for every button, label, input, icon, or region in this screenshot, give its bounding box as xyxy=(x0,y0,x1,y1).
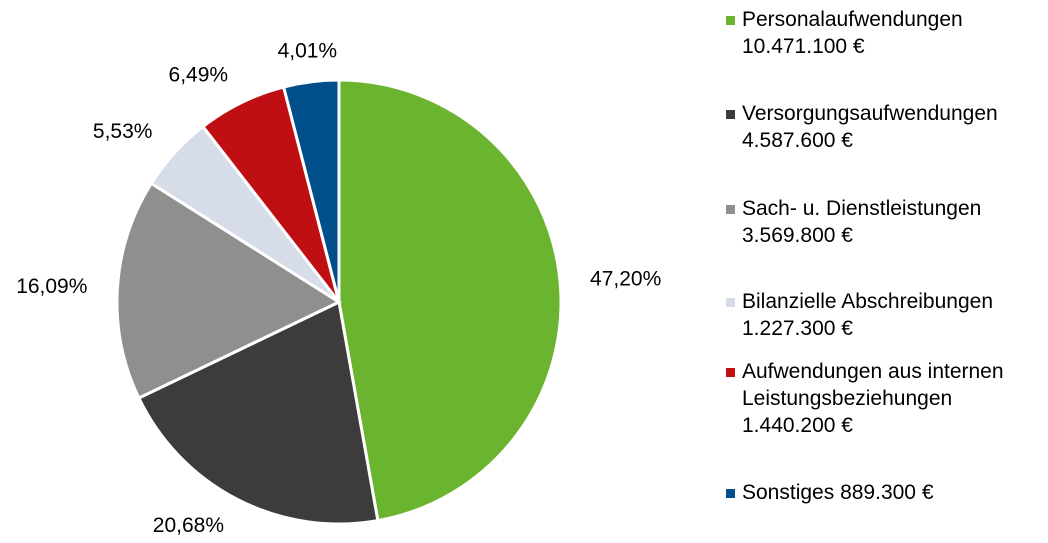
legend-label: Aufwendungen aus internen Leistungsbezie… xyxy=(742,360,1004,410)
legend-entry: Aufwendungen aus internen Leistungsbezie… xyxy=(726,358,1048,439)
legend-entry: Bilanzielle Abschreibungen 1.227.300 € xyxy=(726,288,1048,342)
legend-amount: 1.440.200 € xyxy=(742,414,853,437)
legend-swatch xyxy=(726,205,735,214)
data-label: 4,01% xyxy=(278,40,338,63)
legend-swatch xyxy=(726,298,735,307)
legend-entry: Personalaufwendungen 10.471.100 € xyxy=(726,6,1048,60)
legend-swatch xyxy=(726,368,735,377)
legend-swatch xyxy=(726,110,735,119)
legend-swatch xyxy=(726,16,735,25)
pie-slice xyxy=(115,181,343,401)
legend-amount: 1.227.300 € xyxy=(742,317,853,340)
legend-entry: Sach- u. Dienstleistungen 3.569.800 € xyxy=(726,195,1048,249)
legend-label: Sonstiges xyxy=(742,481,835,504)
legend-label: Versorgungsaufwendungen xyxy=(742,102,998,125)
pie-slice xyxy=(337,78,563,523)
legend-amount: 10.471.100 € xyxy=(742,35,865,58)
legend-amount: 3.569.800 € xyxy=(742,224,853,247)
legend-swatch xyxy=(726,489,735,498)
data-label: 16,09% xyxy=(16,275,87,298)
legend-label: Personalaufwendungen xyxy=(742,8,963,31)
legend-amount: 4.587.600 € xyxy=(742,129,853,152)
legend-amount: 889.300 € xyxy=(840,481,934,504)
data-label: 5,53% xyxy=(93,120,153,143)
pie-slice xyxy=(136,299,380,526)
pie-slice xyxy=(281,78,341,303)
legend-entry: Versorgungsaufwendungen 4.587.600 € xyxy=(726,100,1048,154)
data-label: 20,68% xyxy=(153,514,224,537)
legend-entry: Sonstiges 889.300 € xyxy=(726,479,1048,506)
legend-label: Bilanzielle Abschreibungen xyxy=(742,290,994,313)
legend-label: Sach- u. Dienstleistungen xyxy=(742,197,982,220)
data-label: 47,20% xyxy=(590,267,661,290)
data-label: 6,49% xyxy=(169,63,229,86)
